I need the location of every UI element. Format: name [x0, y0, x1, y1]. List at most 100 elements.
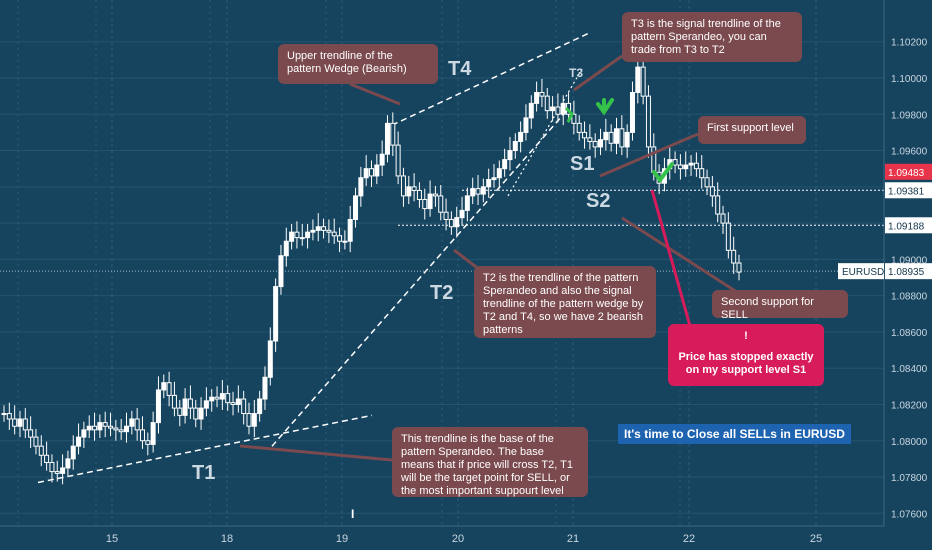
price-labels: 1.09483 1.09381 1.09188 1.08935 EURUSD [838, 163, 932, 280]
trendline-t3-label: T3 [569, 66, 584, 80]
candle-body [12, 418, 18, 427]
y-tick-label: 1.08600 [891, 328, 928, 339]
candle-body [624, 131, 630, 148]
callout-price-stopped-text: Price has stopped exactly on my support … [678, 351, 814, 376]
support-s2-label: S2 [586, 190, 611, 212]
candle-body [555, 106, 561, 115]
candle-body [326, 229, 332, 233]
candle-body [422, 199, 428, 210]
candle-body [342, 240, 348, 243]
candle-body [214, 396, 220, 400]
candle-body [299, 237, 305, 240]
candle-body [731, 249, 737, 264]
trendline-t2 [271, 106, 571, 447]
candle-body [379, 153, 385, 166]
candle-body [198, 407, 204, 420]
candle-body [470, 188, 476, 197]
candle-body [502, 159, 508, 170]
candle-body [358, 177, 364, 197]
candle-body [139, 429, 145, 442]
candle-body [305, 231, 311, 239]
candle-body [187, 398, 193, 409]
candle-body [337, 235, 343, 242]
alert-mark: ! [744, 330, 748, 342]
candle-body [539, 92, 545, 97]
candle-body [390, 122, 396, 146]
callout-t3-signal: T3 is the signal trendline of the patter… [622, 12, 802, 62]
x-tick-label: 20 [452, 533, 464, 545]
candle-body [155, 389, 161, 424]
candle-body [363, 168, 369, 179]
y-tick-label: 1.09000 [891, 255, 928, 266]
candle-body [310, 229, 316, 233]
candle-body [118, 429, 124, 433]
pointer-price-stopped [650, 189, 692, 327]
candle-body [81, 429, 87, 438]
candle-body [688, 162, 694, 166]
candle-body [677, 164, 683, 170]
callout-t2-trendline: T2 is the trendline of the pattern Spera… [474, 266, 656, 338]
candle-body [512, 140, 518, 152]
candle-body [736, 262, 742, 273]
candle-body [209, 396, 215, 402]
candle-body [507, 150, 513, 161]
candle-body [225, 393, 231, 404]
pointer-first-support [599, 132, 699, 178]
candle-body [395, 144, 401, 177]
bottom-marker: I [351, 507, 354, 521]
candle-body [443, 211, 449, 220]
y-tick-label: 1.10200 [891, 38, 928, 49]
candle-body [76, 436, 82, 447]
candle-body [262, 376, 268, 400]
y-tick-label: 1.07600 [891, 509, 928, 520]
candle-body [693, 162, 699, 170]
candle-body [629, 92, 635, 133]
candle-body [411, 186, 417, 191]
candle-body [432, 193, 438, 197]
candle-body [438, 195, 444, 213]
candle-body [475, 188, 481, 195]
candle-body [289, 231, 295, 242]
x-axis-ticks: 15 18 19 20 21 22 25 [106, 533, 822, 545]
price-label-box [885, 163, 932, 180]
candle-body [86, 425, 92, 431]
down-arrow-icon [596, 98, 614, 116]
candle-body [315, 226, 321, 231]
callout-upper-trendline: Upper trendline of the pattern Wedge (Be… [278, 44, 438, 84]
checkmark-icon [652, 162, 674, 184]
candle-body [491, 177, 497, 181]
checkmark-icon [564, 106, 574, 123]
x-tick-label: 21 [567, 533, 579, 545]
candle-body [518, 131, 524, 142]
trendline-t1-label: T1 [192, 462, 216, 484]
candle-body [353, 195, 359, 220]
candle-body [416, 189, 422, 201]
trendline-t4 [391, 31, 591, 126]
candle-body [709, 186, 715, 197]
candle-body [145, 440, 151, 445]
candle-body [347, 218, 353, 242]
callout-second-support: Second support for SELL [712, 290, 848, 321]
support-s1-label: S1 [570, 153, 595, 175]
y-tick-label: 1.08000 [891, 437, 928, 448]
y-tick-label: 1.07800 [891, 473, 928, 484]
candle-body [400, 175, 406, 197]
pointer-base-trendline [239, 444, 393, 462]
candle-body [246, 413, 252, 427]
candle-body [406, 186, 412, 197]
candle-body [97, 422, 103, 431]
candle-body [267, 340, 273, 378]
candle-body [102, 422, 108, 427]
y-tick-label: 1.08200 [891, 400, 928, 411]
price-label: 1.08935 [888, 267, 925, 278]
candle-body [22, 418, 28, 431]
candle-body [571, 113, 577, 124]
support-levels-layer [0, 189, 884, 272]
candle-body [230, 402, 236, 405]
candle-body [592, 140, 598, 148]
price-label-box [885, 182, 932, 199]
candle-body [608, 131, 614, 144]
candle-body [321, 226, 327, 231]
candle-body [129, 418, 135, 427]
candle-body [150, 422, 156, 445]
